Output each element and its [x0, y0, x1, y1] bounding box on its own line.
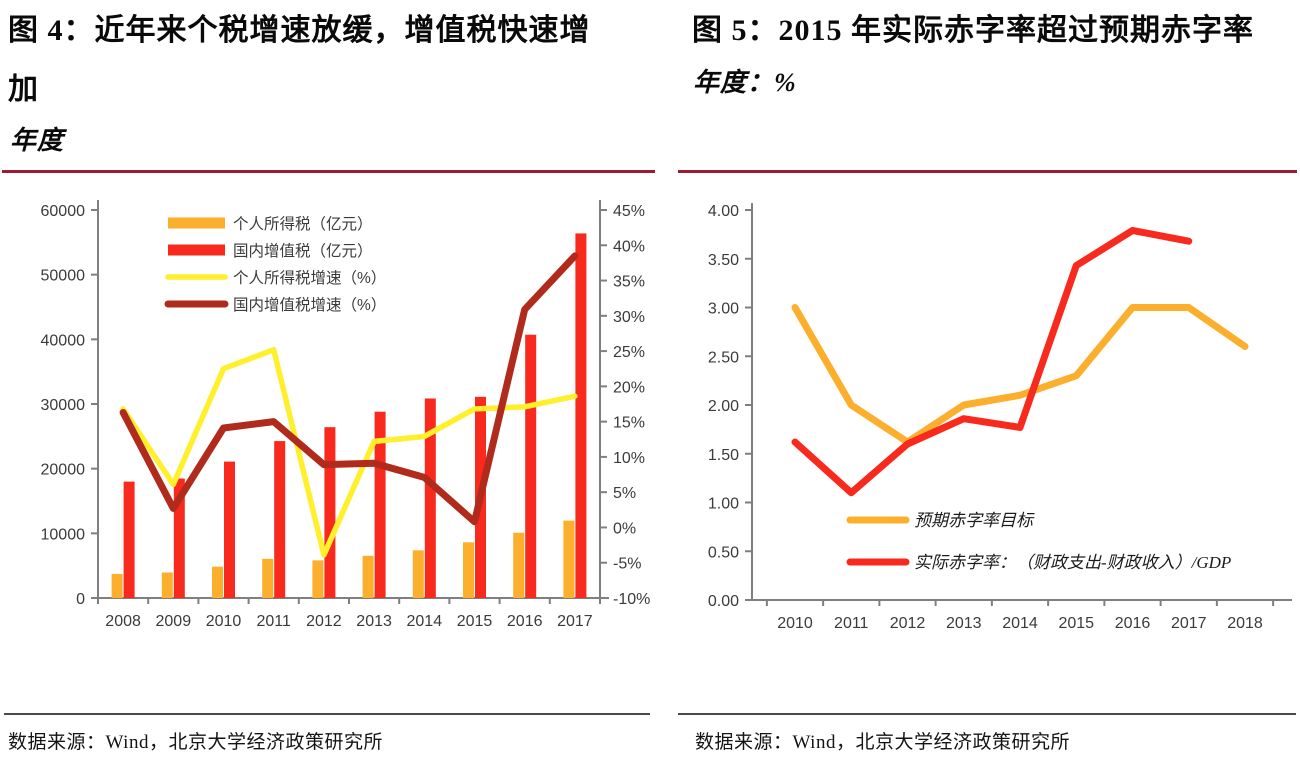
svg-text:2010: 2010: [206, 613, 242, 630]
figure-4-legend: 个人所得税（亿元） 国内增值税（亿元） 个人所得税增速（%） 国内增值税增速（%）: [164, 215, 386, 314]
svg-text:0: 0: [76, 591, 85, 608]
figure-4-panel: 图 4：近年来个税增速放缓，增值税快速增 加 年度 0 10000 20000 300…: [2, 14, 655, 753]
svg-text:2.00: 2.00: [708, 398, 739, 415]
svg-text:2010: 2010: [777, 615, 813, 632]
figure-4-footer-separator: [4, 713, 650, 715]
personal-income-tax-growth-line-legend-label: 个人所得税增速（%）: [233, 269, 386, 287]
svg-text:-5%: -5%: [613, 556, 641, 573]
svg-text:2018: 2018: [1227, 615, 1263, 632]
svg-text:2012: 2012: [890, 615, 926, 632]
svg-text:25%: 25%: [613, 344, 645, 361]
actual-deficit-rate-line-legend-label: 实际赤字率：（财政支出-财政收入）/GDP: [914, 553, 1231, 572]
svg-text:2011: 2011: [256, 613, 291, 630]
svg-text:60000: 60000: [41, 203, 86, 220]
figure-5-line-chart: 0.00 0.50 1.00 1.50 2.00 2.50 3.00 3.50 4.00 2010…: [708, 203, 1292, 632]
figure-5-subtitle: 年度：%: [693, 68, 797, 97]
personal-income-tax-bars-legend-swatch: [168, 217, 225, 229]
svg-text:-10%: -10%: [613, 591, 650, 608]
axis-tick-labels: 0 10000 20000 30000 40000 50000 60000 -10% -5% 0%…: [41, 203, 651, 630]
axis-tick-labels: 0.00 0.50 1.00 1.50 2.00 2.50 3.00 3.50 4.00 2010…: [708, 203, 1263, 632]
figure-4-title-line1: 图 4：近年来个税增速放缓，增值税快速增: [8, 14, 591, 47]
svg-text:15%: 15%: [613, 415, 645, 432]
figure-4-title-separator: [2, 170, 655, 173]
svg-text:30%: 30%: [613, 309, 645, 326]
domestic-vat-growth-line: [119, 252, 579, 526]
domestic-vat-growth-line-legend-label: 国内增值税增速（%）: [233, 296, 386, 314]
svg-text:1.50: 1.50: [708, 447, 739, 464]
figure-5-footer-separator: [678, 713, 1296, 715]
svg-text:30000: 30000: [41, 397, 86, 414]
svg-text:0.00: 0.00: [708, 593, 739, 610]
svg-text:0.50: 0.50: [708, 544, 739, 561]
svg-text:2014: 2014: [1002, 615, 1038, 632]
personal-income-tax-bars-legend-label: 个人所得税（亿元）: [233, 215, 373, 233]
svg-text:2017: 2017: [557, 613, 593, 630]
figure-4-title-line2: 加: [8, 73, 39, 106]
svg-text:2012: 2012: [306, 613, 342, 630]
figure-5-title: 图 5：2015 年实际赤字率超过预期赤字率: [692, 14, 1254, 47]
svg-text:0%: 0%: [613, 520, 636, 537]
domestic-vat-bars-legend-swatch: [168, 244, 225, 256]
svg-text:2008: 2008: [105, 613, 141, 630]
svg-text:3.50: 3.50: [708, 252, 739, 269]
expected-deficit-rate-line-legend-label: 预期赤字率目标: [914, 511, 1035, 530]
svg-text:2017: 2017: [1171, 615, 1207, 632]
svg-text:2016: 2016: [1115, 615, 1151, 632]
figure-4-combo-chart: 0 10000 20000 30000 40000 50000 60000 -10% -5% 0%…: [41, 200, 651, 630]
svg-text:2013: 2013: [946, 615, 982, 632]
figure-4-source: 数据来源：Wind，北京大学经济政策研究所: [8, 732, 383, 753]
svg-text:2015: 2015: [457, 613, 493, 630]
svg-text:4.00: 4.00: [708, 203, 739, 220]
svg-text:10%: 10%: [613, 450, 645, 467]
figure-4-subtitle: 年度: [10, 126, 65, 155]
figure-5-panel: 图 5：2015 年实际赤字率超过预期赤字率 年度：% 0.00 0.50 1.00…: [660, 0, 1300, 768]
svg-text:2015: 2015: [1058, 615, 1094, 632]
personal-income-tax-bars: [111, 520, 575, 598]
svg-text:40%: 40%: [613, 238, 645, 255]
expected-deficit-rate-line: [791, 304, 1249, 446]
svg-text:2009: 2009: [156, 613, 192, 630]
svg-text:2013: 2013: [356, 613, 392, 630]
svg-text:35%: 35%: [613, 274, 645, 291]
figure-5-source: 数据来源：Wind，北京大学经济政策研究所: [695, 732, 1070, 753]
axes: [745, 203, 1292, 606]
svg-text:5%: 5%: [613, 485, 636, 502]
svg-text:10000: 10000: [41, 526, 86, 543]
figure-5-title-separator: [678, 170, 1297, 173]
svg-text:2011: 2011: [834, 615, 869, 632]
svg-text:45%: 45%: [613, 203, 645, 220]
actual-deficit-rate-line: [791, 226, 1193, 497]
domestic-vat-bars-legend-label: 国内增值税（亿元）: [233, 242, 373, 260]
svg-text:3.00: 3.00: [708, 301, 739, 318]
svg-text:2.50: 2.50: [708, 349, 739, 366]
svg-text:20000: 20000: [41, 462, 86, 479]
svg-text:1.00: 1.00: [708, 496, 739, 513]
svg-text:2014: 2014: [407, 613, 443, 630]
svg-text:20%: 20%: [613, 379, 645, 396]
svg-text:40000: 40000: [41, 332, 86, 349]
svg-text:2016: 2016: [507, 613, 543, 630]
svg-text:50000: 50000: [41, 268, 86, 285]
